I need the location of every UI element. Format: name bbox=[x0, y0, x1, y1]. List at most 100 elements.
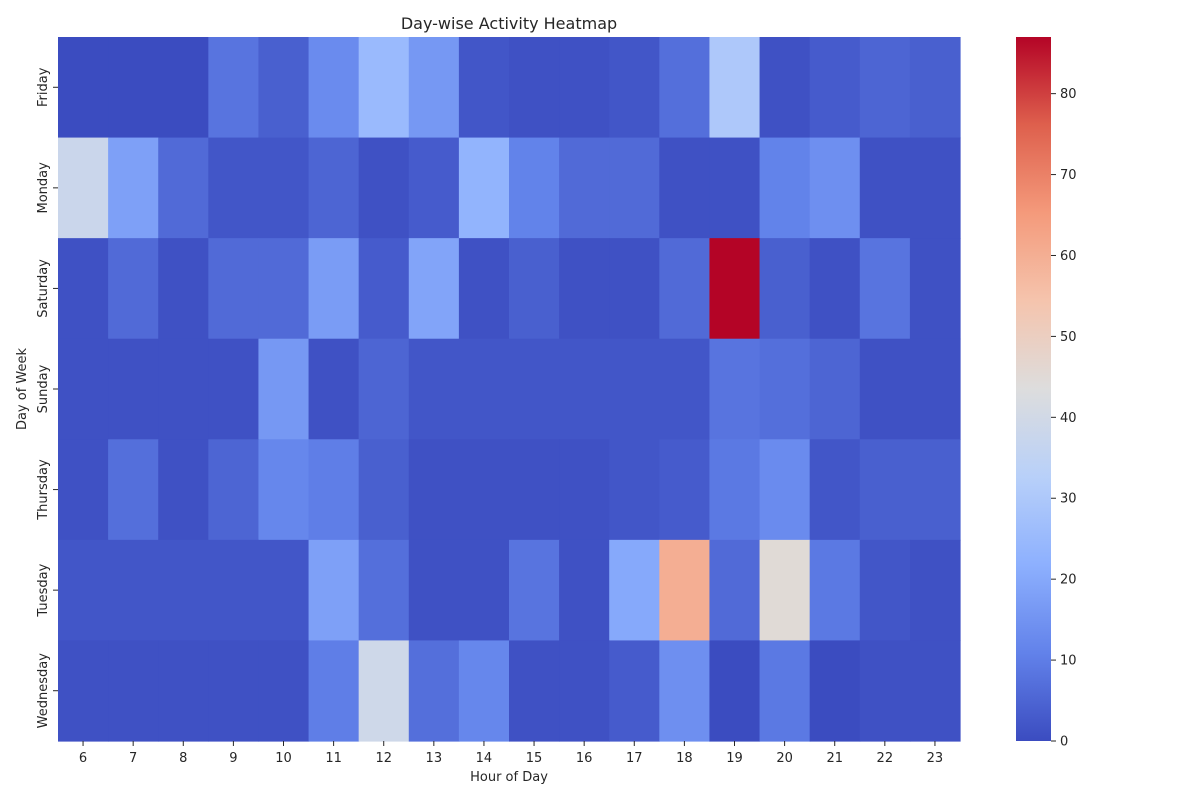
heatmap-cell bbox=[559, 640, 610, 742]
heatmap-cell bbox=[759, 439, 811, 541]
heatmap-cell bbox=[609, 37, 660, 139]
heatmap-cell bbox=[809, 137, 861, 239]
heatmap-cell bbox=[158, 539, 209, 642]
heatmap-cell bbox=[258, 640, 310, 742]
heatmap-cell bbox=[559, 439, 610, 541]
heatmap-cell bbox=[859, 539, 911, 642]
colorbar-gradient bbox=[1016, 37, 1051, 741]
heatmap-cell bbox=[58, 640, 109, 742]
colorbar-tick-label: 50 bbox=[1060, 330, 1077, 345]
heatmap-cell bbox=[759, 539, 811, 642]
heatmap-cell bbox=[659, 238, 711, 340]
heatmap-cell bbox=[809, 238, 861, 340]
heatmap-cell bbox=[458, 137, 510, 239]
colorbar-tick-label: 10 bbox=[1060, 654, 1077, 669]
heatmap-cell bbox=[909, 439, 961, 541]
heatmap-cell bbox=[509, 439, 560, 541]
heatmap-cell bbox=[408, 640, 460, 742]
x-tick-label: 7 bbox=[129, 751, 137, 766]
x-tick-label: 22 bbox=[877, 751, 894, 766]
colorbar-tick-label: 80 bbox=[1060, 87, 1077, 102]
heatmap-cell bbox=[108, 238, 159, 340]
heatmap-cell bbox=[158, 338, 209, 440]
heatmap-cell bbox=[709, 539, 761, 642]
colorbar-tick-label: 20 bbox=[1060, 573, 1077, 588]
heatmap-cell bbox=[609, 640, 660, 742]
heatmap-cell bbox=[709, 338, 761, 440]
y-tick-label: Tuesday bbox=[36, 563, 51, 617]
heatmap-cell bbox=[108, 439, 159, 541]
colorbar: 0 10 20 30 40 50 60 70 80 bbox=[1016, 37, 1077, 750]
heatmap-cell bbox=[358, 238, 410, 340]
heatmap-cell bbox=[258, 37, 310, 139]
heatmap-cell bbox=[809, 37, 861, 139]
heatmap-cell bbox=[859, 640, 911, 742]
heatmap-cell bbox=[258, 439, 310, 541]
heatmap-cell bbox=[859, 37, 911, 139]
heatmap-cell bbox=[358, 37, 410, 139]
x-tick-label: 16 bbox=[576, 751, 593, 766]
heatmap-cell bbox=[308, 238, 360, 340]
heatmap-cell bbox=[158, 439, 209, 541]
heatmap-cell bbox=[208, 137, 260, 239]
y-tick-label: Thursday bbox=[36, 459, 51, 521]
heatmap-cell bbox=[659, 137, 711, 239]
heatmap-cell bbox=[458, 539, 510, 642]
heatmap-cell bbox=[509, 238, 560, 340]
heatmap-cell bbox=[909, 137, 961, 239]
x-tick-label: 13 bbox=[426, 751, 443, 766]
heatmap-cell bbox=[58, 338, 109, 440]
heatmap-cell bbox=[158, 640, 209, 742]
heatmap-cell bbox=[809, 640, 861, 742]
x-axis: 6 7 8 9 10 11 12 13 14 15 16 17 18 19 20 21 22 23 bbox=[79, 741, 943, 766]
heatmap-cell bbox=[909, 238, 961, 340]
x-tick-label: 6 bbox=[79, 751, 87, 766]
heatmap-cell bbox=[509, 338, 560, 440]
x-tick-label: 20 bbox=[776, 751, 793, 766]
heatmap-cell bbox=[709, 439, 761, 541]
heatmap-cell bbox=[509, 37, 560, 139]
heatmap-cell bbox=[859, 238, 911, 340]
x-tick-label: 19 bbox=[726, 751, 743, 766]
heatmap-cell bbox=[458, 439, 510, 541]
heatmap-cell bbox=[108, 338, 159, 440]
heatmap-cell bbox=[158, 137, 209, 239]
y-tick-label: Monday bbox=[36, 162, 51, 214]
x-tick-label: 11 bbox=[325, 751, 342, 766]
heatmap-cell bbox=[108, 37, 159, 139]
heatmap-cell bbox=[308, 338, 360, 440]
heatmap-cell bbox=[609, 439, 660, 541]
heatmap-cell bbox=[559, 539, 610, 642]
y-tick-label: Friday bbox=[36, 67, 51, 107]
heatmap-cell bbox=[408, 137, 460, 239]
heatmap-cells bbox=[58, 37, 961, 742]
heatmap-cell bbox=[559, 37, 610, 139]
heatmap-cell bbox=[559, 238, 610, 340]
y-tick-label: Sunday bbox=[36, 364, 51, 413]
heatmap-cell bbox=[909, 37, 961, 139]
heatmap-cell bbox=[909, 338, 961, 440]
heatmap-cell bbox=[358, 539, 410, 642]
heatmap-cell bbox=[108, 137, 159, 239]
heatmap-cell bbox=[58, 439, 109, 541]
heatmap-cell bbox=[659, 539, 711, 642]
heatmap-cell bbox=[659, 439, 711, 541]
heatmap-cell bbox=[759, 640, 811, 742]
heatmap-cell bbox=[308, 439, 360, 541]
y-tick-label: Wednesday bbox=[36, 653, 51, 729]
colorbar-tick-label: 40 bbox=[1060, 411, 1077, 426]
x-axis-label: Hour of Day bbox=[470, 770, 548, 785]
heatmap-cell bbox=[609, 238, 660, 340]
heatmap-cell bbox=[308, 539, 360, 642]
heatmap-cell bbox=[408, 37, 460, 139]
x-tick-label: 23 bbox=[927, 751, 944, 766]
heatmap-cell bbox=[58, 37, 109, 139]
heatmap-cell bbox=[859, 439, 911, 541]
heatmap-cell bbox=[208, 539, 260, 642]
heatmap-cell bbox=[258, 338, 310, 440]
heatmap-cell bbox=[58, 238, 109, 340]
heatmap-cell bbox=[208, 640, 260, 742]
heatmap-cell bbox=[709, 640, 761, 742]
heatmap-cell bbox=[258, 137, 310, 239]
